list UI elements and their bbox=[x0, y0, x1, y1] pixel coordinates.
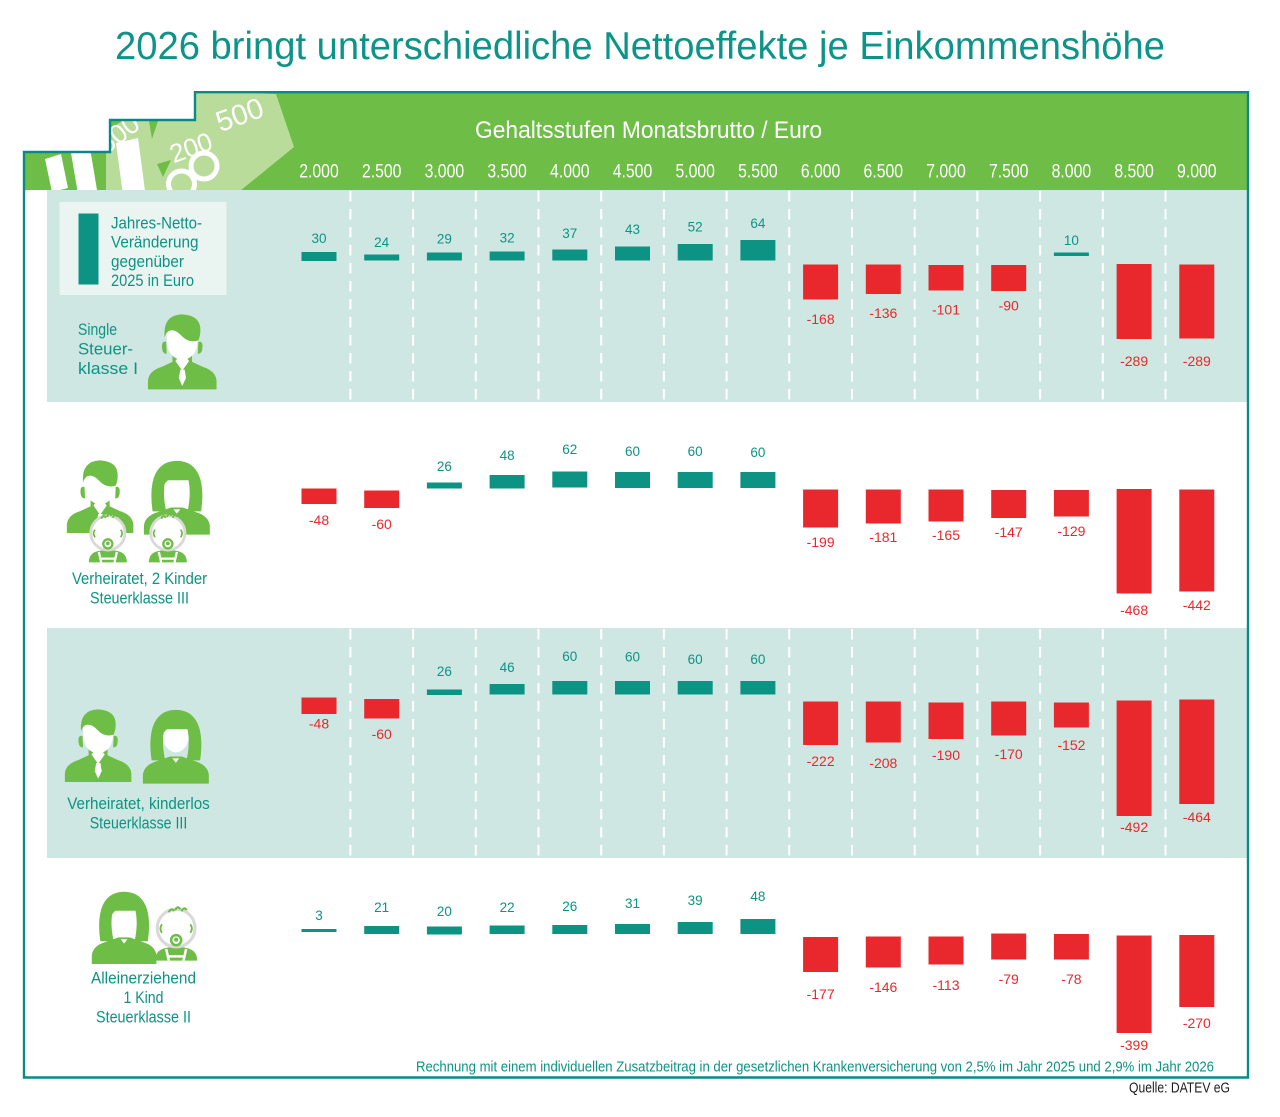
svg-text:2026 bringt unterschiedliche N: 2026 bringt unterschiedliche Nettoeffekt… bbox=[115, 25, 1165, 68]
svg-text:gegenüber: gegenüber bbox=[111, 253, 184, 271]
svg-text:10: 10 bbox=[1064, 233, 1079, 248]
svg-text:60: 60 bbox=[750, 445, 765, 460]
svg-text:37: 37 bbox=[562, 226, 577, 241]
svg-text:8.000: 8.000 bbox=[1052, 161, 1092, 183]
svg-text:24: 24 bbox=[374, 235, 390, 250]
svg-text:-289: -289 bbox=[1183, 353, 1211, 369]
svg-text:-208: -208 bbox=[869, 755, 897, 771]
svg-text:-48: -48 bbox=[309, 512, 329, 528]
svg-text:20: 20 bbox=[437, 904, 452, 919]
svg-text:Quelle: DATEV eG: Quelle: DATEV eG bbox=[1129, 1080, 1230, 1097]
svg-text:4.500: 4.500 bbox=[613, 161, 653, 183]
svg-text:60: 60 bbox=[688, 652, 703, 667]
svg-text:-222: -222 bbox=[807, 753, 835, 769]
svg-text:Steuerklasse II: Steuerklasse II bbox=[96, 1008, 191, 1027]
svg-text:Rechnung mit einem individuell: Rechnung mit einem individuellen Zusatzb… bbox=[416, 1058, 1214, 1075]
svg-text:7.000: 7.000 bbox=[926, 161, 966, 183]
svg-text:-147: -147 bbox=[995, 524, 1023, 540]
svg-text:9.000: 9.000 bbox=[1177, 161, 1217, 183]
svg-text:29: 29 bbox=[437, 232, 452, 247]
svg-text:6.000: 6.000 bbox=[801, 161, 841, 183]
svg-text:-181: -181 bbox=[869, 529, 897, 545]
svg-text:-289: -289 bbox=[1120, 353, 1148, 369]
svg-text:26: 26 bbox=[562, 899, 577, 914]
svg-text:43: 43 bbox=[625, 222, 640, 237]
svg-text:-464: -464 bbox=[1183, 809, 1211, 825]
svg-text:-146: -146 bbox=[869, 979, 897, 995]
svg-text:Alleinerziehend: Alleinerziehend bbox=[91, 969, 196, 988]
svg-text:-60: -60 bbox=[372, 726, 392, 742]
svg-text:5.000: 5.000 bbox=[675, 161, 715, 183]
svg-text:-170: -170 bbox=[995, 746, 1023, 762]
svg-text:-442: -442 bbox=[1183, 597, 1211, 613]
svg-text:-468: -468 bbox=[1120, 602, 1148, 618]
svg-text:Veränderung: Veränderung bbox=[111, 234, 199, 252]
svg-text:-90: -90 bbox=[999, 298, 1019, 314]
svg-text:Steuer-: Steuer- bbox=[78, 340, 133, 359]
svg-text:Jahres-Netto-: Jahres-Netto- bbox=[111, 215, 202, 233]
svg-text:48: 48 bbox=[500, 448, 515, 463]
svg-text:-101: -101 bbox=[932, 302, 960, 318]
svg-text:8.500: 8.500 bbox=[1114, 161, 1154, 183]
svg-text:6.500: 6.500 bbox=[864, 161, 904, 183]
svg-text:2.000: 2.000 bbox=[299, 161, 339, 183]
svg-text:3: 3 bbox=[315, 908, 323, 923]
svg-text:-168: -168 bbox=[807, 311, 835, 327]
svg-text:-152: -152 bbox=[1057, 737, 1085, 753]
svg-text:5.500: 5.500 bbox=[738, 161, 778, 183]
svg-text:-165: -165 bbox=[932, 527, 960, 543]
svg-text:52: 52 bbox=[688, 220, 703, 235]
svg-text:2.500: 2.500 bbox=[362, 161, 402, 183]
svg-text:3.500: 3.500 bbox=[487, 161, 527, 183]
svg-text:-60: -60 bbox=[372, 516, 392, 532]
svg-text:-177: -177 bbox=[807, 986, 835, 1002]
svg-text:26: 26 bbox=[437, 664, 452, 679]
svg-text:-199: -199 bbox=[807, 534, 835, 550]
svg-text:7.500: 7.500 bbox=[989, 161, 1029, 183]
svg-text:26: 26 bbox=[437, 459, 452, 474]
svg-text:30: 30 bbox=[311, 231, 326, 246]
svg-text:22: 22 bbox=[500, 900, 515, 915]
svg-text:Steuerklasse III: Steuerklasse III bbox=[90, 589, 189, 608]
svg-text:4.000: 4.000 bbox=[550, 161, 590, 183]
svg-text:2025 in Euro: 2025 in Euro bbox=[111, 272, 194, 290]
svg-text:60: 60 bbox=[625, 444, 640, 459]
svg-text:60: 60 bbox=[562, 649, 577, 664]
svg-text:-270: -270 bbox=[1183, 1015, 1211, 1031]
svg-text:Gehaltsstufen Monatsbrutto / E: Gehaltsstufen Monatsbrutto / Euro bbox=[475, 117, 822, 144]
svg-text:39: 39 bbox=[688, 893, 703, 908]
svg-text:-136: -136 bbox=[869, 305, 897, 321]
svg-text:-48: -48 bbox=[309, 716, 329, 732]
svg-text:-78: -78 bbox=[1061, 971, 1081, 987]
svg-text:-399: -399 bbox=[1120, 1037, 1148, 1053]
svg-text:32: 32 bbox=[500, 231, 515, 246]
svg-text:60: 60 bbox=[750, 652, 765, 667]
svg-text:-113: -113 bbox=[933, 977, 960, 993]
svg-text:46: 46 bbox=[500, 660, 515, 675]
svg-text:1 Kind: 1 Kind bbox=[124, 988, 164, 1007]
svg-text:-79: -79 bbox=[999, 971, 1019, 987]
svg-text:60: 60 bbox=[625, 650, 640, 665]
svg-text:Verheiratet, kinderlos: Verheiratet, kinderlos bbox=[67, 794, 210, 813]
svg-text:Verheiratet, 2 Kinder: Verheiratet, 2 Kinder bbox=[72, 569, 207, 588]
svg-text:Single: Single bbox=[78, 320, 117, 339]
svg-text:klasse I: klasse I bbox=[78, 359, 138, 378]
svg-text:-190: -190 bbox=[932, 747, 960, 763]
svg-text:31: 31 bbox=[625, 896, 640, 911]
svg-text:64: 64 bbox=[750, 216, 766, 231]
svg-text:62: 62 bbox=[562, 442, 577, 457]
svg-text:21: 21 bbox=[374, 900, 389, 915]
svg-text:48: 48 bbox=[750, 889, 765, 904]
svg-text:-492: -492 bbox=[1120, 819, 1148, 835]
svg-text:Steuerklasse III: Steuerklasse III bbox=[90, 814, 188, 833]
svg-text:-129: -129 bbox=[1057, 523, 1085, 539]
svg-text:60: 60 bbox=[688, 444, 703, 459]
svg-text:3.000: 3.000 bbox=[425, 161, 465, 183]
